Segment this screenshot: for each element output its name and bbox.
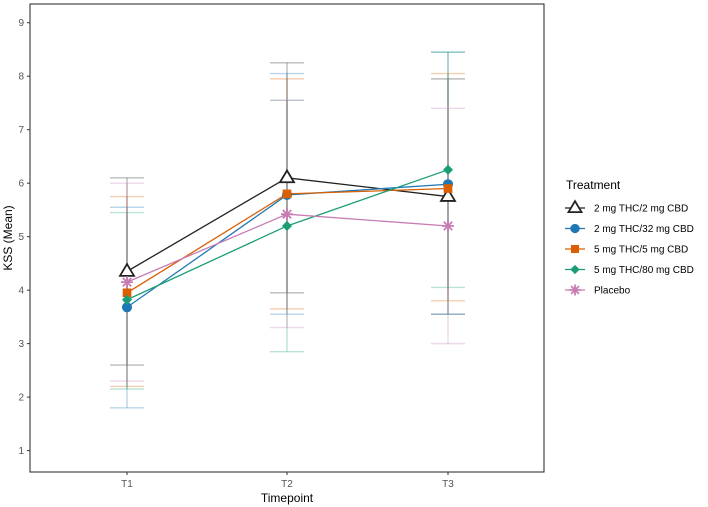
legend-label-5-mg-thc-5-mg-cbd: 5 mg THC/5 mg CBD bbox=[594, 245, 688, 256]
x-axis-title: Timepoint bbox=[261, 491, 314, 505]
point-5-mg-thc-80-mg-cbd-t1 bbox=[121, 294, 133, 305]
point-placebo-t2 bbox=[281, 208, 293, 221]
legend-key-placebo bbox=[569, 284, 581, 296]
legend-key-2-mg-thc-32-mg-cbd bbox=[570, 223, 580, 234]
point-2-mg-thc-2-mg-cbd-t2 bbox=[278, 168, 296, 184]
y-tick-label-7: 7 bbox=[18, 125, 24, 136]
x-axis: T1 T2 T3 bbox=[121, 472, 454, 490]
legend-title: Treatment bbox=[566, 178, 621, 192]
y-tick-label-9: 9 bbox=[18, 18, 24, 29]
point-5-mg-thc-80-mg-cbd-t2 bbox=[281, 220, 293, 232]
legend-key-5-mg-thc-80-mg-cbd bbox=[570, 264, 580, 275]
y-tick-label-4: 4 bbox=[18, 286, 24, 297]
point-2-mg-thc-32-mg-cbd-t1 bbox=[121, 302, 133, 313]
x-tick-label-t2: T2 bbox=[281, 479, 293, 490]
point-5-mg-thc-5-mg-cbd-t1 bbox=[122, 288, 132, 298]
point-2-mg-thc-2-mg-cbd-t3 bbox=[439, 187, 457, 202]
legend-label-2-mg-thc-2-mg-cbd: 2 mg THC/2 mg CBD bbox=[594, 204, 688, 215]
y-tick-label-1: 1 bbox=[18, 446, 24, 457]
plot-panel bbox=[29, 3, 545, 473]
x-tick-label-t3: T3 bbox=[442, 479, 454, 490]
y-tick-label-8: 8 bbox=[18, 72, 24, 83]
point-5-mg-thc-5-mg-cbd-t2 bbox=[282, 189, 292, 199]
y-tick-label-6: 6 bbox=[18, 179, 24, 190]
point-5-mg-thc-5-mg-cbd-t3 bbox=[443, 184, 453, 193]
y-axis-title: KSS (Mean) bbox=[1, 205, 15, 270]
series-markers bbox=[118, 164, 457, 313]
x-tick-label-t1: T1 bbox=[121, 479, 133, 490]
point-placebo-t3 bbox=[442, 220, 454, 232]
legend-label-2-mg-thc-32-mg-cbd: 2 mg THC/32 mg CBD bbox=[594, 224, 694, 235]
point-5-mg-thc-80-mg-cbd-t3 bbox=[442, 164, 454, 175]
y-tick-label-3: 3 bbox=[18, 339, 24, 350]
y-axis: 1 2 3 4 5 6 7 8 9 bbox=[18, 18, 30, 457]
y-tick-label-2: 2 bbox=[18, 393, 24, 404]
legend-key-2-mg-thc-2-mg-cbd bbox=[566, 199, 584, 213]
legend-label-placebo: Placebo bbox=[594, 286, 631, 297]
legend: 2 mg THC/2 mg CBD 2 mg THC/32 mg CBD 5 mg … bbox=[565, 199, 694, 297]
point-2-mg-thc-2-mg-cbd-t1 bbox=[118, 262, 136, 277]
point-placebo-t1 bbox=[121, 276, 133, 289]
legend-key-5-mg-thc-5-mg-cbd bbox=[570, 244, 580, 254]
legend-label-5-mg-thc-80-mg-cbd: 5 mg THC/80 mg CBD bbox=[594, 265, 694, 276]
y-tick-label-5: 5 bbox=[18, 232, 24, 243]
